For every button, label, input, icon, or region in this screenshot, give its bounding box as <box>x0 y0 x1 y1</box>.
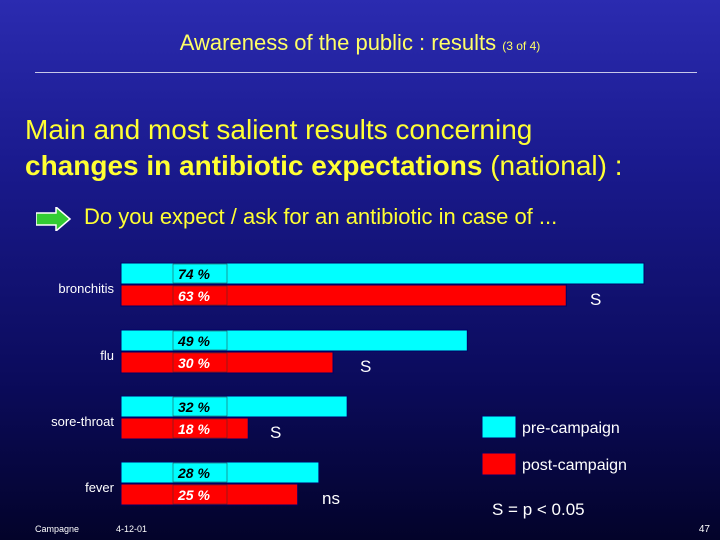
data-label-box-pre-flu <box>172 330 228 351</box>
footer-date: 4-12-01 <box>116 524 148 534</box>
data-label-box-post-flu <box>172 352 228 373</box>
data-label-box-pre-fever <box>172 462 228 483</box>
significance-note: S = p < 0.05 <box>492 500 585 519</box>
significance-fever: ns <box>322 489 340 508</box>
headline-part1: Main and most salient results concerning <box>25 114 533 145</box>
data-label-box-post-fever <box>172 484 228 505</box>
data-label-post-bronchitis: 63 % <box>178 288 210 304</box>
data-label-box-pre-sore-throat <box>172 396 228 417</box>
data-label-pre-flu: 49 % <box>177 333 210 349</box>
headline: Main and most salient results concerning… <box>25 112 715 184</box>
significance-sore-throat: S <box>270 423 281 442</box>
bar-pre-bronchitis <box>120 262 645 285</box>
footer-campaign: Campagne <box>35 524 80 534</box>
bar-pre-sore-throat <box>120 395 348 418</box>
legend-label-pre: pre-campaign <box>522 420 620 437</box>
data-label-box-pre-bronchitis <box>172 263 228 284</box>
title-divider <box>35 72 697 73</box>
question-text: Do you expect / ask for an antibiotic in… <box>84 204 558 229</box>
data-label-box-post-sore-throat <box>172 418 228 439</box>
headline-bold: changes in antibiotic expectations <box>25 150 483 181</box>
data-label-box-post-bronchitis <box>172 285 228 306</box>
category-label-sore-throat: sore-throat <box>51 414 114 429</box>
data-label-pre-sore-throat: 32 % <box>178 399 210 415</box>
data-label-pre-fever: 28 % <box>177 465 210 481</box>
bar-post-bronchitis <box>120 284 567 307</box>
category-label-flu: flu <box>100 348 114 363</box>
significance-flu: S <box>360 357 371 376</box>
data-label-post-flu: 30 % <box>178 355 210 371</box>
headline-part2: (national) : <box>482 150 623 181</box>
legend-swatch-pre <box>481 415 517 439</box>
data-label-pre-bronchitis: 74 % <box>178 266 210 282</box>
arrow-right-icon <box>36 207 72 231</box>
slide-title-suffix: (3 of 4) <box>502 39 541 53</box>
slide-title: Awareness of the public : results (3 of … <box>0 30 720 56</box>
category-label-bronchitis: bronchitis <box>58 281 114 296</box>
category-label-fever: fever <box>85 480 115 495</box>
legend-label-post: post-campaign <box>522 457 627 474</box>
significance-bronchitis: S <box>590 290 601 309</box>
legend-swatch-post <box>481 452 517 476</box>
data-label-post-fever: 25 % <box>177 487 210 503</box>
slide-title-text: Awareness of the public : results <box>179 30 497 55</box>
page-number: 47 <box>698 524 710 535</box>
data-label-post-sore-throat: 18 % <box>178 421 210 437</box>
